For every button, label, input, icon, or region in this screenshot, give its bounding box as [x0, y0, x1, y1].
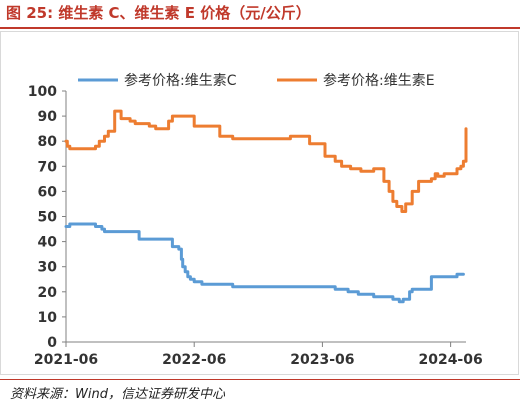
series-line-1 — [64, 109, 468, 213]
chart-ticks: 0 10 20 30 40 50 60 70 80 90 100 2021-06 2022-06 2023… — [28, 84, 483, 368]
y-tick-label: 80 — [38, 134, 58, 150]
y-tick-label: 60 — [38, 184, 58, 200]
legend-label-1: 参考价格:维生素E — [323, 72, 435, 89]
x-tick-label: 2023-06 — [290, 352, 354, 368]
y-tick-label: 50 — [38, 210, 58, 226]
source-note: 资料来源：Wind，信达证券研发中心 — [10, 387, 225, 402]
chart-axes — [65, 91, 466, 343]
x-tick-label: 2021-06 — [34, 352, 98, 368]
chart-series — [64, 109, 468, 304]
x-tick-label: 2022-06 — [162, 352, 226, 368]
y-tick-label: 40 — [38, 235, 58, 251]
y-tick-label: 70 — [38, 159, 58, 175]
y-tick-label: 100 — [28, 84, 57, 100]
chart-legend: 参考价格:维生素C 参考价格:维生素E — [78, 72, 435, 89]
source-rule — [0, 379, 520, 380]
y-tick-label: 10 — [38, 310, 58, 326]
title-rule — [0, 27, 520, 29]
y-tick-label: 90 — [38, 109, 58, 125]
y-tick-label: 20 — [38, 285, 58, 301]
series-line-0 — [64, 222, 465, 304]
y-tick-label: 0 — [47, 335, 57, 351]
figure-title: 图 25: 维生素 C、维生素 E 价格（元/公斤） — [6, 4, 311, 22]
x-tick-label: 2024-06 — [418, 352, 482, 368]
legend-label-0: 参考价格:维生素C — [124, 72, 237, 89]
y-tick-label: 30 — [38, 260, 58, 276]
chart-frame — [0, 31, 519, 375]
